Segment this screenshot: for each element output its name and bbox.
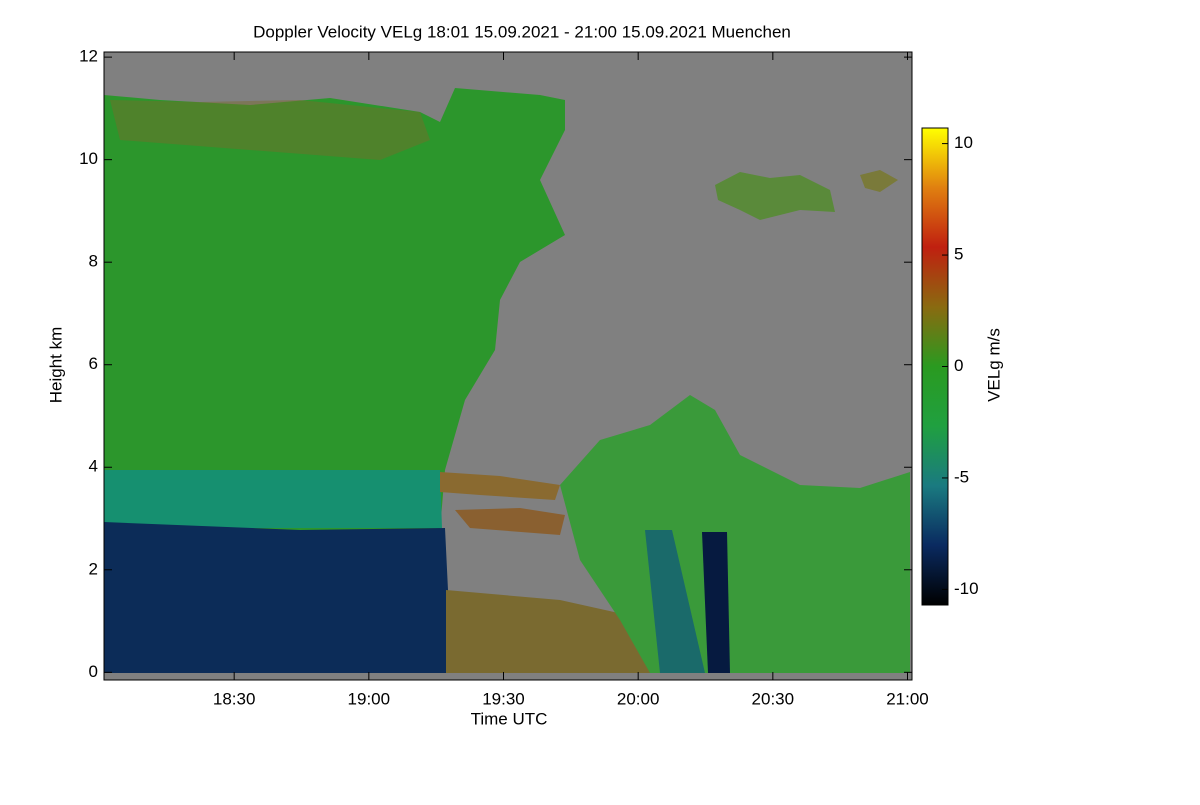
echo-region [715, 172, 835, 220]
colorbar-tick-label: 5 [954, 245, 963, 264]
echo-region [440, 472, 560, 500]
y-axis-label: Height km [46, 327, 65, 404]
x-tick-label: 20:30 [752, 689, 795, 708]
y-tick-label: 6 [89, 354, 98, 373]
x-tick-label: 21:00 [886, 689, 929, 708]
chart-title: Doppler Velocity VELg 18:01 15.09.2021 -… [253, 22, 791, 41]
x-axis-label: Time UTC [471, 709, 548, 728]
x-tick-label: 19:00 [348, 689, 391, 708]
echo-region [860, 170, 898, 192]
echo-region [446, 590, 650, 673]
echo-region [455, 508, 565, 535]
y-tick-label: 2 [89, 559, 98, 578]
echo-region [104, 470, 442, 528]
y-tick-label: 12 [79, 47, 98, 66]
x-tick-label: 20:00 [617, 689, 660, 708]
colorbar-tick-label: -5 [954, 467, 969, 486]
echo-region [702, 532, 730, 673]
echo-region [104, 522, 452, 673]
echo-region [645, 530, 705, 673]
y-tick-label: 10 [79, 149, 98, 168]
plot-frame [103, 51, 913, 681]
echo-region [110, 100, 430, 160]
colorbar-label: VELg m/s [984, 328, 1003, 402]
y-tick-label: 4 [89, 457, 98, 476]
x-tick-label: 19:30 [482, 689, 525, 708]
y-tick-label: 0 [89, 662, 98, 681]
colorbar-tick-label: 0 [954, 356, 963, 375]
echoes [104, 88, 910, 673]
x-tick-label: 18:30 [213, 689, 256, 708]
echo-region [104, 88, 565, 530]
colorbar-tick-label: 10 [954, 133, 973, 152]
echo-region [560, 395, 910, 673]
colorbar-tick-label: -10 [954, 579, 979, 598]
y-tick-label: 8 [89, 252, 98, 271]
